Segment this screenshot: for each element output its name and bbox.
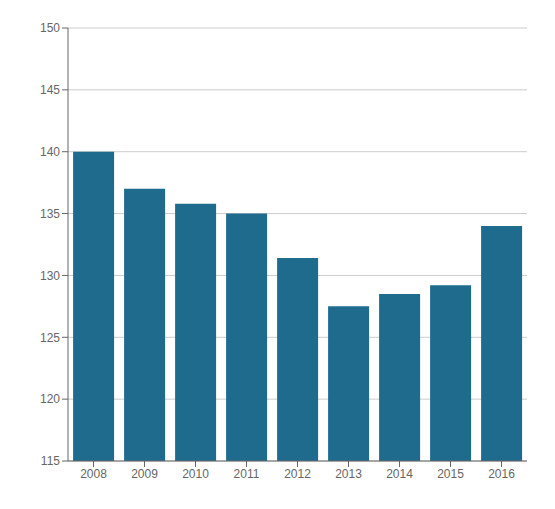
svg-text:2016: 2016 <box>488 467 515 481</box>
svg-text:2011: 2011 <box>234 467 260 481</box>
svg-text:2013: 2013 <box>335 467 362 481</box>
svg-text:2014: 2014 <box>386 467 413 481</box>
svg-text:140: 140 <box>40 145 60 159</box>
svg-text:130: 130 <box>40 269 60 283</box>
svg-text:135: 135 <box>40 207 60 221</box>
svg-text:2010: 2010 <box>182 467 209 481</box>
svg-text:120: 120 <box>40 392 60 406</box>
svg-text:115: 115 <box>41 454 60 468</box>
svg-text:2008: 2008 <box>80 467 107 481</box>
svg-text:2012: 2012 <box>284 467 311 481</box>
svg-text:125: 125 <box>40 331 60 345</box>
svg-text:150: 150 <box>40 21 60 35</box>
svg-text:2015: 2015 <box>437 467 464 481</box>
svg-text:2009: 2009 <box>131 467 158 481</box>
svg-text:145: 145 <box>40 83 60 97</box>
